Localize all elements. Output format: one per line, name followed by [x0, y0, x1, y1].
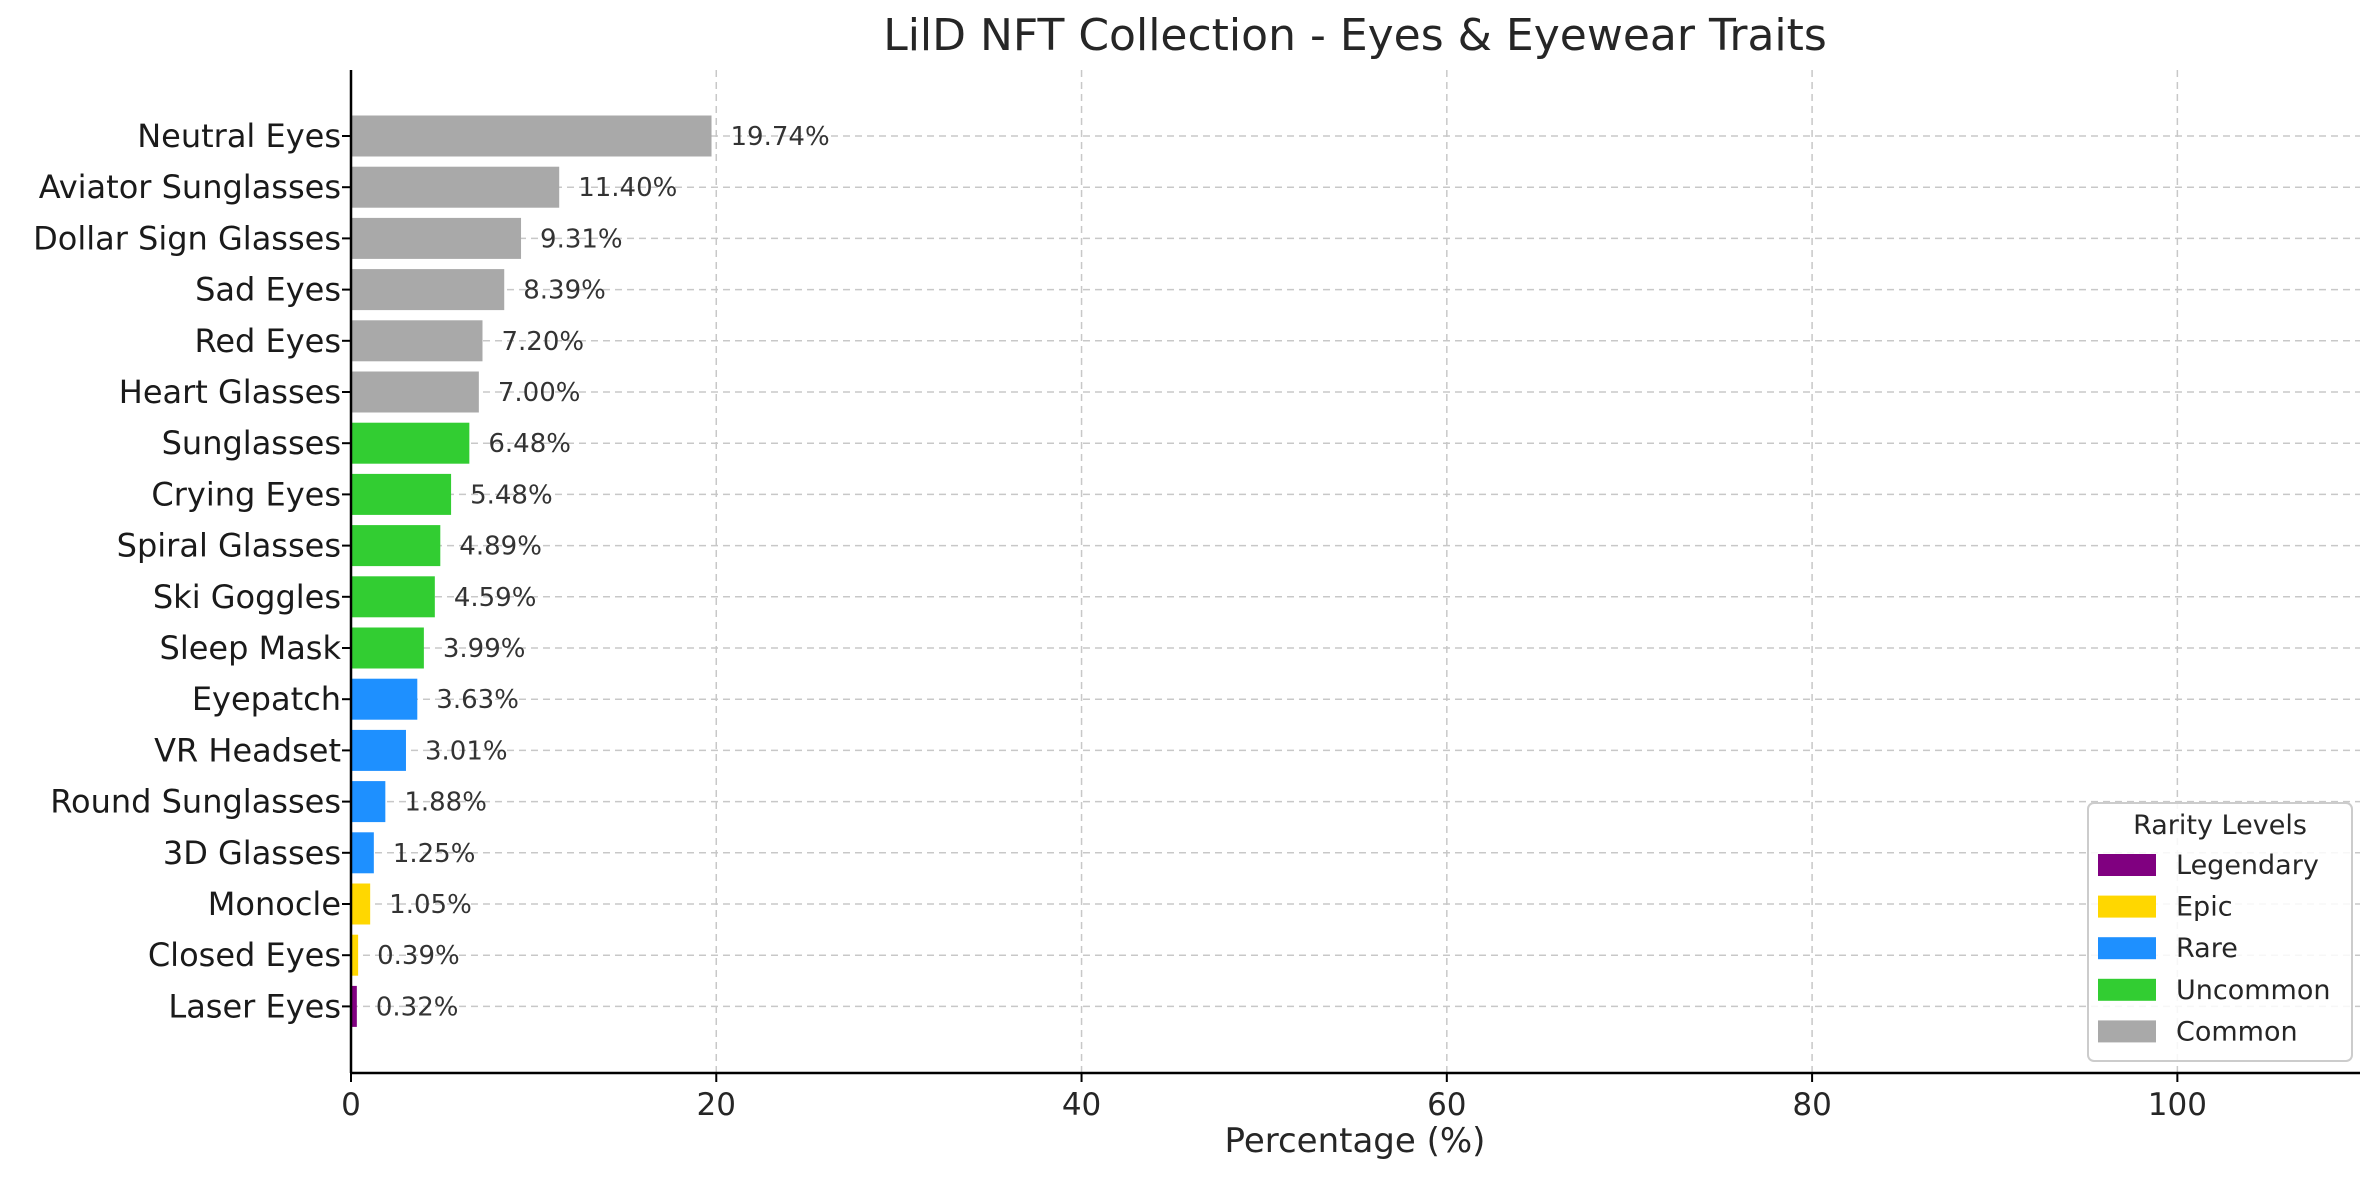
bars	[351, 115, 712, 1027]
bar-value-label: 3.99%	[443, 634, 526, 664]
y-tick-label: Round Sunglasses	[50, 783, 341, 821]
bar	[351, 473, 452, 515]
bar	[351, 934, 359, 976]
bar	[351, 832, 374, 874]
bar	[351, 115, 712, 157]
bar-value-label: 1.05%	[389, 890, 472, 920]
bar-value-label: 19.74%	[731, 122, 830, 152]
chart-title: LilD NFT Collection - Eyes & Eyewear Tra…	[883, 10, 1827, 61]
y-tick-label: Ski Goggles	[153, 578, 341, 616]
y-tick-label: Aviator Sunglasses	[39, 168, 341, 206]
y-tick-label: Sunglasses	[162, 424, 341, 462]
bar-value-label: 9.31%	[540, 224, 623, 254]
bar-value-label: 4.89%	[459, 532, 542, 562]
bar	[351, 371, 479, 413]
bar-value-label: 0.39%	[377, 941, 460, 971]
y-tick-label: Sleep Mask	[160, 629, 342, 667]
y-tick-label: Crying Eyes	[151, 475, 341, 513]
bar	[351, 269, 505, 311]
bar-value-label: 3.63%	[436, 685, 519, 715]
y-tick-label: VR Headset	[154, 731, 341, 769]
bar	[351, 576, 435, 618]
legend-swatch	[2098, 854, 2156, 876]
bar	[351, 422, 470, 464]
legend-entries: Legendary Epic Rare Uncommon Common	[2098, 850, 2330, 1047]
bar-value-label: 6.48%	[488, 429, 571, 459]
x-tick-label: 100	[2148, 1087, 2207, 1123]
y-tick-label: Heart Glasses	[119, 373, 341, 411]
bar-value-label: 11.40%	[578, 173, 677, 203]
bar	[351, 883, 371, 925]
bar-value-label: 0.32%	[376, 992, 459, 1022]
x-axis-label: Percentage (%)	[1225, 1121, 1486, 1161]
bar	[351, 217, 522, 259]
legend-title: Rarity Levels	[2133, 810, 2307, 841]
x-tick-label: 60	[1427, 1087, 1466, 1123]
bar	[351, 985, 357, 1027]
y-tick-label: Eyepatch	[192, 680, 341, 718]
bar	[351, 678, 418, 720]
bar	[351, 781, 386, 823]
bar	[351, 166, 560, 208]
bar-value-label: 8.39%	[523, 276, 606, 306]
legend: Rarity Levels Legendary Epic Rare Uncommon C…	[2087, 802, 2353, 1062]
legend-swatch	[2098, 978, 2156, 1001]
y-tick-label: Laser Eyes	[168, 987, 341, 1025]
value-labels: 19.74% 11.40% 9.31% 8.39% 7.20% 7.00% 6.48% 5.4…	[376, 122, 830, 1022]
axes	[349, 70, 2360, 1075]
bar	[351, 729, 406, 771]
bar	[351, 627, 424, 669]
bar-value-label: 3.01%	[425, 736, 508, 766]
x-tick-label: 80	[1792, 1087, 1831, 1123]
legend-swatch	[2098, 895, 2156, 918]
y-tick-label: Closed Eyes	[148, 936, 341, 974]
legend-swatch	[2098, 1020, 2156, 1043]
legend-label: Uncommon	[2176, 975, 2330, 1006]
x-tick-label: 0	[341, 1087, 361, 1123]
x-tick-label: 20	[697, 1087, 736, 1123]
y-tick-label: Monocle	[208, 885, 341, 923]
bar-value-label: 7.20%	[501, 327, 584, 357]
legend-label: Common	[2176, 1016, 2298, 1047]
y-tick-labels: Neutral Eyes Aviator Sunglasses Dollar Sig…	[33, 117, 351, 1025]
bar-value-label: 7.00%	[498, 378, 581, 408]
x-tick-labels: 0 20 40 60 80 100	[341, 1073, 2207, 1123]
y-tick-label: Neutral Eyes	[137, 117, 341, 155]
legend-label: Legendary	[2176, 850, 2319, 881]
bar	[351, 320, 483, 362]
bar	[351, 525, 441, 567]
y-tick-label: Red Eyes	[195, 322, 341, 360]
x-tick-label: 40	[1062, 1087, 1101, 1123]
y-tick-label: Spiral Glasses	[117, 527, 341, 565]
bar-value-label: 1.88%	[404, 788, 487, 818]
y-tick-label: Sad Eyes	[195, 271, 341, 309]
bar-value-label: 5.48%	[470, 480, 553, 510]
legend-label: Epic	[2176, 892, 2233, 923]
y-tick-label: 3D Glasses	[163, 834, 341, 872]
bar-value-label: 4.59%	[454, 583, 537, 613]
legend-label: Rare	[2176, 933, 2238, 964]
legend-swatch	[2098, 937, 2156, 960]
grid-lines	[350, 70, 2360, 1073]
bar-value-label: 1.25%	[393, 839, 476, 869]
y-tick-label: Dollar Sign Glasses	[33, 219, 341, 257]
